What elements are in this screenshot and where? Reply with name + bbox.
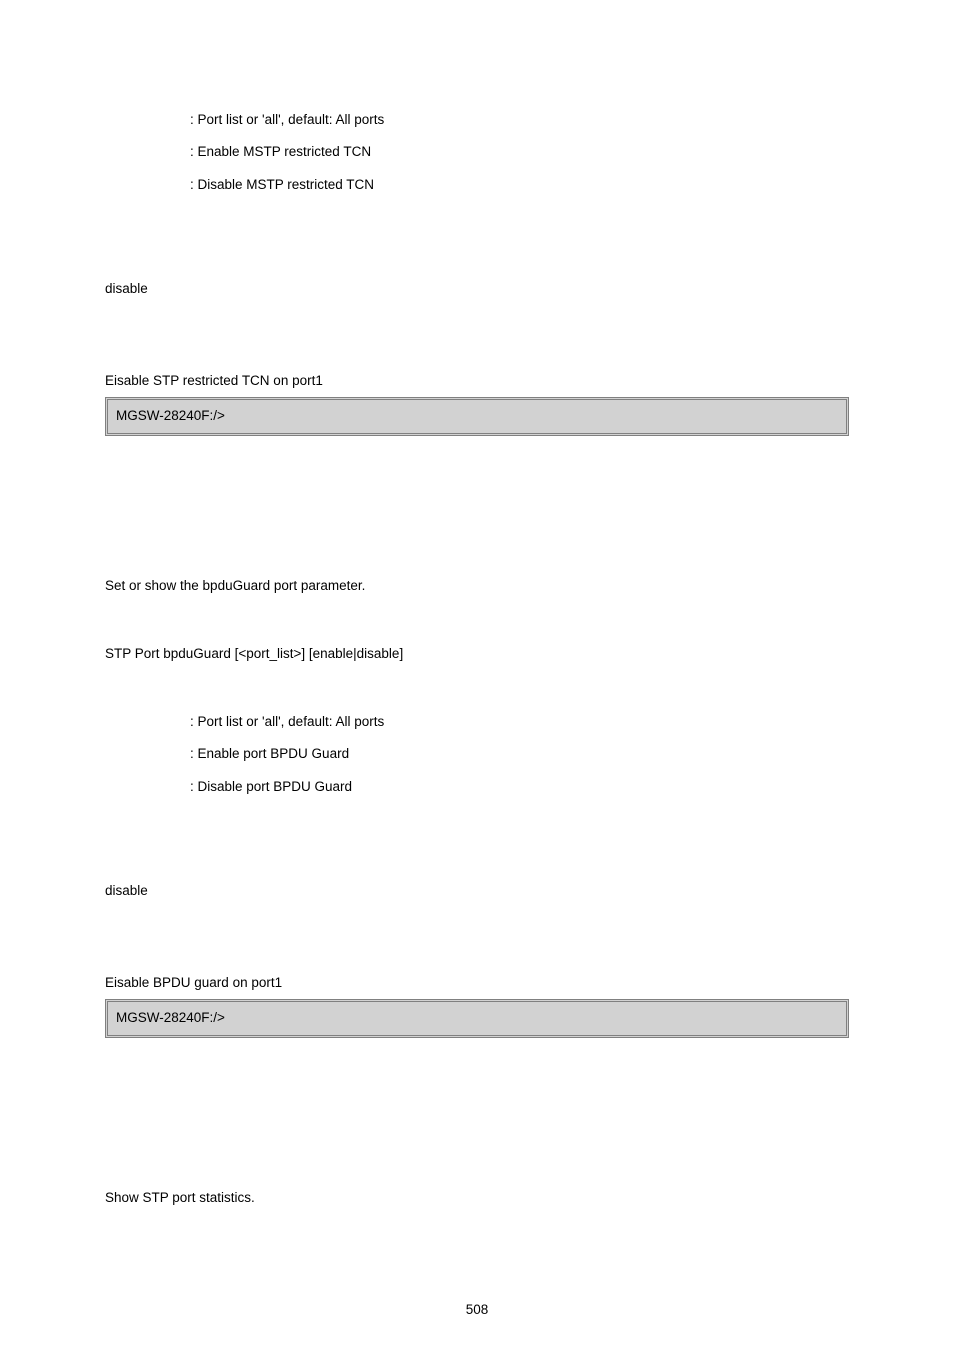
cli-prompt-box: MGSW-28240F:/> bbox=[105, 397, 849, 435]
param-line: : Port list or 'all', default: All ports bbox=[190, 712, 849, 732]
section1-default: disable bbox=[105, 279, 849, 299]
section2-example-desc: Eisable BPDU guard on port1 bbox=[105, 973, 849, 993]
section1-params: : Port list or 'all', default: All ports… bbox=[105, 110, 849, 195]
section2-syntax: STP Port bpduGuard [<port_list>] [enable… bbox=[105, 644, 849, 664]
param-line: : Disable port BPDU Guard bbox=[190, 777, 849, 797]
section2-params: : Port list or 'all', default: All ports… bbox=[105, 712, 849, 797]
cli-prompt-text: MGSW-28240F:/> bbox=[116, 408, 225, 423]
param-line: : Enable port BPDU Guard bbox=[190, 744, 849, 764]
param-line: : Disable MSTP restricted TCN bbox=[190, 175, 849, 195]
param-line: : Enable MSTP restricted TCN bbox=[190, 142, 849, 162]
page-container: : Port list or 'all', default: All ports… bbox=[0, 0, 954, 1350]
section1-example-desc: Eisable STP restricted TCN on port1 bbox=[105, 371, 849, 391]
cli-prompt-box: MGSW-28240F:/> bbox=[105, 999, 849, 1037]
section2-default: disable bbox=[105, 881, 849, 901]
section2-description: Set or show the bpduGuard port parameter… bbox=[105, 576, 849, 596]
page-number: 508 bbox=[0, 1300, 954, 1320]
cli-prompt-text: MGSW-28240F:/> bbox=[116, 1010, 225, 1025]
section3-description: Show STP port statistics. bbox=[105, 1188, 849, 1208]
param-line: : Port list or 'all', default: All ports bbox=[190, 110, 849, 130]
